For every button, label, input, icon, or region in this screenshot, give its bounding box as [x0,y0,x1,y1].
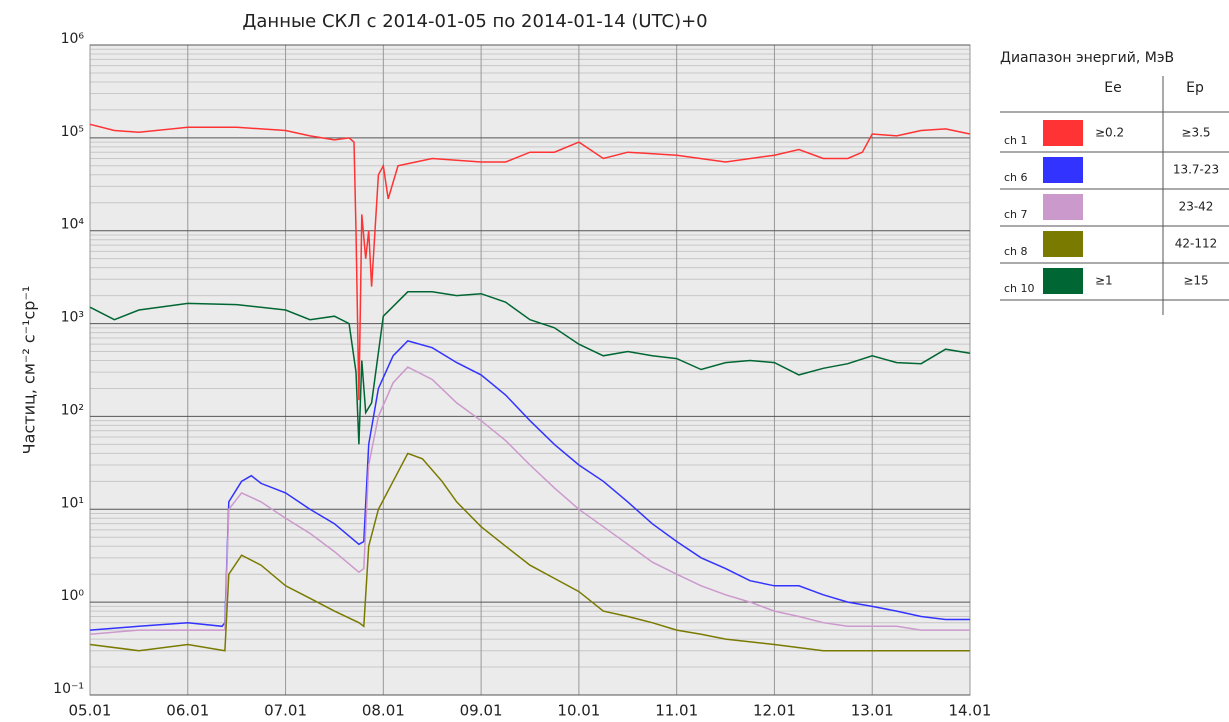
x-tick-label: 05.01 [69,702,112,720]
x-tick-label: 09.01 [460,702,503,720]
legend-swatch [1043,194,1083,220]
legend-swatch [1043,231,1083,257]
data-line [89,123,971,401]
legend-label: ch 8 [1004,245,1028,258]
legend-label: ch 10 [1004,282,1035,295]
data-line [89,452,970,652]
y-tick-label: 10⁴ [61,217,85,233]
legend-swatch [1043,157,1083,183]
legend-label: ch 6 [1004,171,1028,184]
x-tick-label: 10.01 [557,702,600,720]
x-tick-label: 12.01 [753,702,796,720]
x-tick-label: 06.01 [166,702,209,720]
x-tick-label: 14.01 [949,702,992,720]
legend-header: Ee [1104,80,1121,96]
y-tick-label: 10⁶ [61,31,85,47]
legend-label: ch 7 [1004,208,1028,221]
y-tick-label: 10⁰ [61,588,85,604]
x-tick-label: 11.01 [655,702,698,720]
legend-swatch [1043,268,1083,294]
data-line [89,340,970,631]
x-tick-label: 08.01 [362,702,405,720]
y-tick-label: 10⁵ [61,124,84,140]
legend-ep: 23-42 [1179,200,1214,214]
y-tick-label: 10¹ [61,495,84,511]
legend-ee: ≥1 [1095,274,1113,288]
legend-swatch [1043,120,1083,146]
legend-ee: ≥0.2 [1095,126,1124,140]
legend-ep: ≥15 [1183,274,1208,288]
x-tick-label: 07.01 [264,702,307,720]
chart-title: Данные СКЛ с 2014-01-05 по 2014-01-14 (U… [242,11,707,32]
y-tick-label: 10⁻¹ [53,681,84,697]
y-tick-label: 10³ [61,310,84,326]
legend-ep: 13.7-23 [1173,163,1219,177]
data-line [89,291,971,445]
y-tick-label: 10² [61,402,84,418]
y-axis-label: Частиц, см⁻² с⁻¹ср⁻¹ [20,286,39,455]
data-line [89,366,970,636]
legend-ep: 42-112 [1175,237,1218,251]
legend-title: Диапазон энергий, МэВ [1000,50,1174,66]
legend-ep: ≥3.5 [1181,126,1210,140]
x-tick-label: 13.01 [851,702,894,720]
legend-header: Ep [1186,80,1204,96]
legend-label: ch 1 [1004,134,1028,147]
